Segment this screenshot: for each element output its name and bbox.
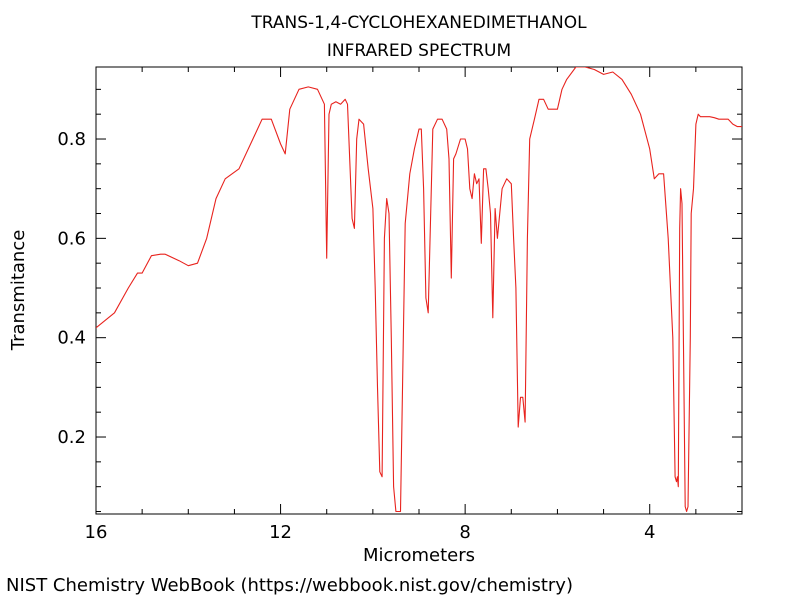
source-credit: NIST Chemistry WebBook (https://webbook.… — [6, 575, 573, 596]
x-tick-label: 4 — [644, 522, 655, 543]
plot-area-frame — [95, 66, 743, 515]
y-tick-label: 0.8 — [57, 129, 86, 150]
x-axis: 16 12 8 4 — [85, 67, 743, 543]
x-tick-label: 8 — [459, 522, 470, 543]
chart-title-line-2: INFRARED SPECTRUM — [327, 41, 511, 61]
chart-title: TRANS-1,4-CYCLOHEXANEDIMETHANOL INFRARED … — [250, 13, 587, 61]
x-tick-label: 16 — [85, 522, 108, 543]
y-tick-label: 0.6 — [57, 228, 86, 249]
y-tick-label: 0.4 — [57, 328, 86, 349]
y-axis: 0.2 0.4 0.6 0.8 — [57, 88, 742, 513]
y-tick-label: 0.2 — [57, 427, 86, 448]
y-axis-label: Transmitance — [8, 230, 29, 352]
chart-title-line-1: TRANS-1,4-CYCLOHEXANEDIMETHANOL — [250, 13, 587, 33]
spectrum-line — [96, 67, 742, 513]
x-tick-label: 12 — [269, 522, 292, 543]
x-axis-label: Micrometers — [363, 545, 475, 566]
